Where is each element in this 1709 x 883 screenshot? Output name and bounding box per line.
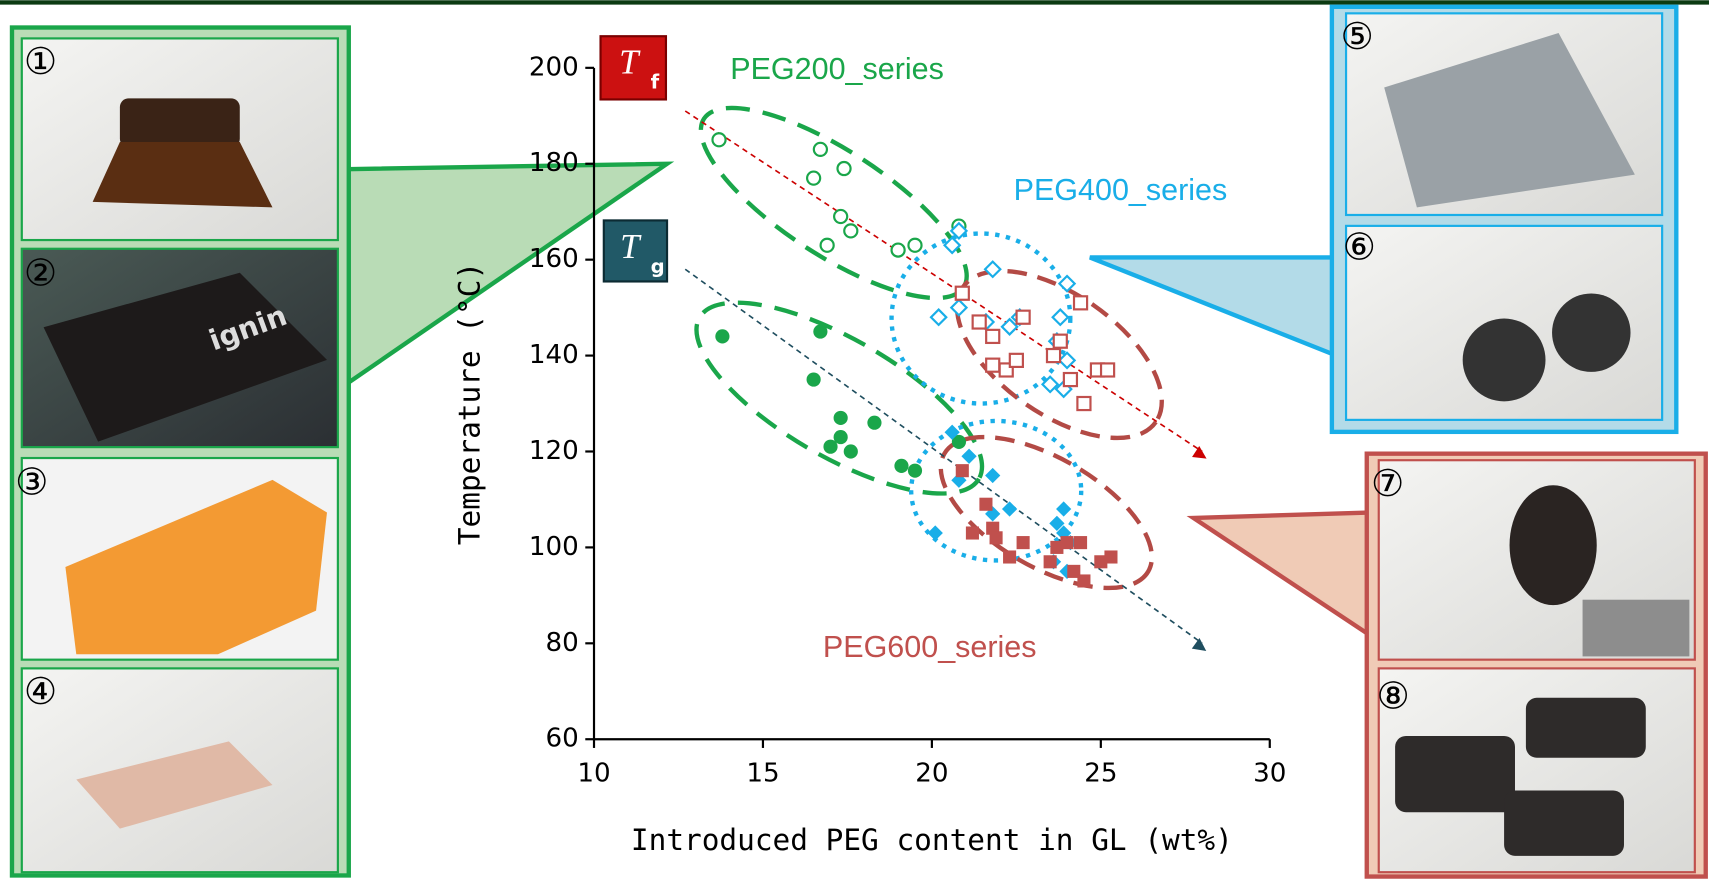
point	[1056, 501, 1071, 516]
point	[990, 531, 1003, 544]
photo-shape	[1583, 600, 1690, 657]
x-tick-label: 20	[915, 759, 948, 789]
tf-symbol: T	[619, 43, 641, 82]
point	[908, 239, 921, 252]
point	[807, 172, 820, 185]
y-tick-label: 80	[545, 628, 578, 658]
y-axis-label: Temperature (°C)	[452, 262, 486, 545]
point	[892, 244, 905, 257]
panel-number: ⑤	[1341, 15, 1374, 58]
photo-shape	[1552, 293, 1630, 371]
tf-sub: f	[651, 71, 660, 94]
point	[894, 459, 908, 473]
point	[951, 300, 966, 315]
point	[966, 526, 979, 539]
point	[973, 315, 986, 328]
tg-symbol: T	[620, 227, 642, 266]
point	[1017, 311, 1030, 324]
point	[1003, 550, 1016, 563]
trend-line	[685, 269, 1202, 643]
point	[961, 449, 976, 464]
point	[985, 468, 1000, 483]
point	[844, 224, 857, 237]
x-tick-label: 30	[1253, 759, 1286, 789]
point	[979, 498, 992, 511]
x-tick-label: 10	[577, 759, 610, 789]
point	[712, 133, 725, 146]
point	[834, 430, 848, 444]
x-axis-label: Introduced PEG content in GL (wt%)	[631, 823, 1233, 857]
point	[985, 262, 1000, 277]
panel-number: ④	[24, 670, 57, 713]
point	[1054, 335, 1067, 348]
point	[834, 210, 847, 223]
y-tick-label: 200	[529, 52, 579, 82]
photo-shape	[120, 98, 240, 147]
x-tick-label: 15	[746, 759, 779, 789]
photo-shape	[1504, 790, 1624, 855]
point	[715, 329, 729, 343]
photo-shape	[1463, 319, 1546, 402]
point	[807, 372, 821, 386]
y-tick-label: 160	[529, 244, 579, 274]
y-tick-label: 60	[545, 724, 578, 754]
point	[956, 287, 969, 300]
point	[844, 444, 858, 458]
page: {"chart_data": {"type": "scatter", "xlab…	[0, 0, 1709, 883]
point	[986, 330, 999, 343]
point	[1053, 310, 1068, 325]
point	[1074, 296, 1087, 309]
series-label: PEG400_series	[1014, 173, 1228, 207]
point	[908, 464, 922, 478]
panel-number: ⑦	[1371, 462, 1404, 505]
y-tick-label: 180	[529, 148, 579, 178]
point	[1059, 276, 1074, 291]
series-label: PEG200_series	[730, 52, 944, 86]
point	[834, 411, 848, 425]
panel-number: ②	[24, 251, 57, 294]
top-bar	[0, 0, 1709, 4]
photo-shape	[1526, 698, 1646, 758]
point	[1047, 349, 1060, 362]
point	[867, 416, 881, 430]
trend-arrow	[1192, 446, 1210, 464]
figure: T f T g Introduced PEG content in GL (wt…	[0, 0, 1709, 879]
point	[1064, 373, 1077, 386]
point	[928, 525, 943, 540]
y-tick-label: 100	[529, 532, 579, 562]
trend-arrow	[1192, 638, 1210, 656]
point	[837, 162, 850, 175]
point	[821, 239, 834, 252]
point	[986, 359, 999, 372]
point	[1017, 536, 1030, 549]
photo-shape	[1395, 736, 1515, 812]
point	[931, 310, 946, 325]
x-tick-label: 25	[1084, 759, 1117, 789]
point	[956, 464, 969, 477]
point	[1044, 555, 1057, 568]
y-tick-label: 120	[529, 436, 579, 466]
panel-number: ⑧	[1377, 674, 1410, 717]
point	[1077, 397, 1090, 410]
point	[1104, 550, 1117, 563]
tg-sub: g	[651, 255, 665, 278]
callout-red	[1193, 513, 1368, 635]
point	[1101, 363, 1114, 376]
y-tick-label: 140	[529, 340, 579, 370]
point	[1060, 536, 1073, 549]
point	[1002, 501, 1017, 516]
photo-shape	[1510, 485, 1597, 605]
point	[1010, 354, 1023, 367]
series-label: PEG600_series	[823, 630, 1037, 664]
panel-number: ③	[15, 461, 48, 504]
point	[1077, 574, 1090, 587]
callout-blue	[1090, 257, 1336, 355]
panel-number: ⑥	[1343, 225, 1376, 268]
point	[814, 143, 827, 156]
group-ellipse	[675, 75, 992, 331]
panel-number: ①	[24, 40, 57, 83]
point	[813, 325, 827, 339]
ellipses	[670, 75, 1190, 619]
point	[1074, 536, 1087, 549]
